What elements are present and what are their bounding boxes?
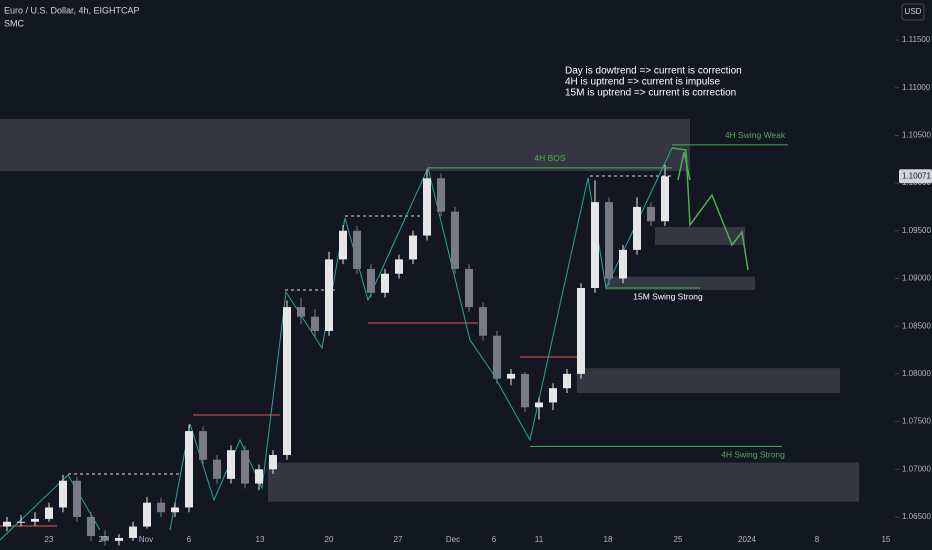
- x-tick-label: 20: [325, 535, 334, 544]
- x-tick-label: 2024: [738, 535, 756, 544]
- candle-body: [17, 521, 25, 523]
- candle-body: [241, 450, 249, 484]
- candle-body: [143, 502, 151, 527]
- x-tick-label: Dec: [446, 535, 460, 544]
- candle-body: [325, 259, 333, 331]
- zone: [605, 276, 755, 290]
- y-tick-label: 1.09000: [902, 274, 931, 283]
- price-axis: [895, 0, 932, 550]
- candle-body: [227, 450, 235, 479]
- x-tick-label: 23: [45, 535, 54, 544]
- symbol-title: Euro / U.S. Dollar, 4h, EIGHTCAP: [4, 5, 140, 15]
- candle-body: [297, 307, 305, 317]
- y-tick-label: 1.07000: [902, 464, 931, 473]
- candle-body: [591, 202, 599, 289]
- candle-body: [577, 288, 585, 374]
- candle-body: [59, 480, 67, 508]
- candle-body: [199, 431, 207, 460]
- candle-body: [31, 518, 39, 522]
- x-tick-label: 8: [815, 535, 820, 544]
- x-tick-label: 18: [604, 535, 613, 544]
- y-tick-label: 1.08500: [902, 321, 931, 330]
- y-tick-label: 1.06500: [902, 512, 931, 521]
- level-label: 15M Swing Strong: [633, 291, 703, 301]
- candle-body: [367, 268, 375, 293]
- candle-body: [437, 178, 445, 212]
- candle-body: [479, 307, 487, 336]
- indicator-name: SMC: [4, 18, 25, 28]
- x-tick-label: 27: [394, 535, 403, 544]
- x-tick-label: 15: [882, 535, 891, 544]
- currency-button[interactable]: [901, 3, 925, 21]
- annotation-line: 15M is uptrend => current is correction: [565, 88, 736, 99]
- candle-body: [311, 316, 319, 331]
- annotation-line: Day is dowtrend => current is correction: [565, 66, 742, 77]
- candle-body: [493, 335, 501, 379]
- candle-body: [353, 230, 361, 269]
- candle-body: [45, 507, 53, 519]
- candle-body: [521, 373, 529, 408]
- candle-body: [423, 178, 431, 236]
- zone: [0, 118, 690, 171]
- candle-body: [157, 502, 165, 513]
- y-tick-label: 1.11000: [902, 83, 931, 92]
- candle-body: [633, 206, 641, 250]
- candle-body: [549, 388, 557, 403]
- candle-body: [129, 526, 137, 538]
- level-label: 4H Swing Strong: [721, 450, 785, 460]
- y-tick-label: 1.11500: [902, 35, 931, 44]
- x-tick-label: 6: [187, 535, 192, 544]
- candle-body: [3, 521, 11, 527]
- y-tick-label: 1.09500: [902, 226, 931, 235]
- zone: [577, 368, 840, 393]
- candle-body: [619, 249, 627, 279]
- candle-body: [661, 176, 669, 222]
- candle-body: [647, 206, 655, 222]
- candle-body: [283, 307, 291, 455]
- x-tick-label: 25: [674, 535, 683, 544]
- candle-body: [213, 459, 221, 479]
- candle-body: [185, 431, 193, 508]
- candle-body: [101, 536, 109, 541]
- candle-body: [395, 259, 403, 274]
- level-label: 4H Swing Weak: [725, 130, 786, 140]
- zone: [268, 462, 859, 502]
- level-label: 4H BOS: [534, 153, 566, 163]
- y-tick-label: 1.08000: [902, 369, 931, 378]
- candle-body: [269, 454, 277, 470]
- y-tick-label: 1.10500: [902, 130, 931, 139]
- candle-body: [73, 480, 81, 517]
- candle-body: [605, 202, 613, 279]
- x-tick-label: 27: [99, 535, 108, 544]
- candle-body: [409, 235, 417, 260]
- x-tick-label: 13: [256, 535, 265, 544]
- candle-body: [451, 211, 459, 269]
- x-tick-label: 6: [492, 535, 497, 544]
- candle-body: [171, 507, 179, 513]
- x-tick-label: 11: [535, 535, 544, 544]
- last-price-box: [899, 169, 932, 184]
- candle-body: [255, 469, 263, 484]
- candle-body: [115, 537, 123, 541]
- annotation-line: 4H is uptrend => current is impulse: [565, 77, 721, 88]
- candle-body: [339, 230, 347, 260]
- candle-body: [465, 268, 473, 308]
- candle-body: [535, 402, 543, 408]
- last-price: 1.10071: [902, 171, 931, 180]
- y-tick-label: 1.07500: [902, 417, 931, 426]
- currency[interactable]: USD: [905, 7, 922, 16]
- zone: [655, 226, 745, 246]
- candle-body: [87, 516, 95, 537]
- candle-body: [563, 373, 571, 389]
- candle-body: [507, 373, 515, 379]
- x-tick-label: Nov: [139, 535, 153, 544]
- candle-body: [381, 273, 389, 293]
